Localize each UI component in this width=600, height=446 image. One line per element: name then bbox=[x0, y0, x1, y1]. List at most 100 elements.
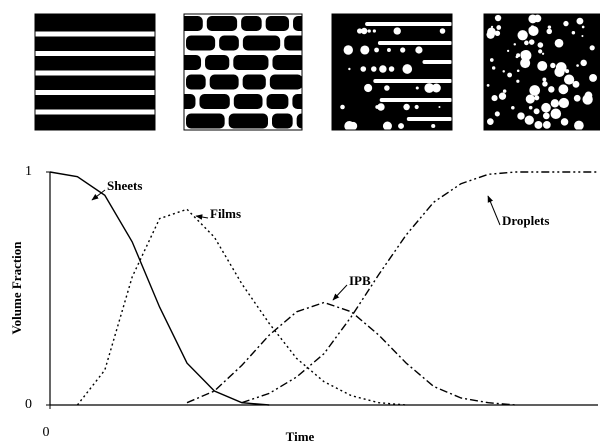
drop bbox=[565, 69, 569, 73]
stripe bbox=[35, 51, 155, 56]
drop bbox=[551, 109, 562, 120]
drop bbox=[572, 31, 575, 34]
panel bbox=[35, 14, 155, 130]
drop bbox=[496, 25, 501, 30]
brick bbox=[199, 94, 229, 109]
drop bbox=[379, 65, 386, 72]
drop bbox=[524, 41, 529, 46]
drop bbox=[360, 66, 366, 72]
drop bbox=[556, 62, 567, 73]
drop bbox=[503, 89, 507, 93]
drop bbox=[534, 95, 539, 100]
drop bbox=[576, 64, 579, 67]
x-axis-label: Time bbox=[286, 429, 315, 444]
drop bbox=[574, 121, 584, 131]
brick bbox=[297, 114, 325, 129]
panel bbox=[484, 14, 600, 130]
drop bbox=[495, 15, 501, 21]
drop bbox=[349, 122, 357, 130]
rod bbox=[365, 22, 452, 26]
drop bbox=[387, 48, 391, 52]
drop bbox=[344, 45, 353, 54]
drop bbox=[542, 78, 546, 82]
drop bbox=[517, 112, 524, 119]
drop bbox=[542, 81, 547, 86]
drop bbox=[548, 25, 551, 28]
panel-content bbox=[35, 14, 155, 130]
drop bbox=[531, 25, 535, 29]
brick bbox=[272, 114, 293, 129]
panel-bg bbox=[484, 14, 600, 130]
drop bbox=[374, 48, 379, 53]
drop bbox=[507, 50, 509, 52]
brick bbox=[293, 16, 321, 31]
brick bbox=[174, 55, 201, 70]
drop bbox=[487, 118, 494, 125]
drop bbox=[502, 70, 504, 72]
drop bbox=[416, 86, 419, 89]
chart: Time Volume Fraction 010SheetsFilmsIPBDr… bbox=[0, 0, 600, 446]
brick bbox=[266, 16, 289, 31]
series-label: Films bbox=[210, 206, 241, 221]
drop bbox=[582, 26, 585, 29]
panel bbox=[174, 14, 324, 130]
drop bbox=[383, 122, 392, 131]
drop bbox=[546, 29, 552, 35]
rod bbox=[422, 60, 452, 64]
y-axis-label: Volume Fraction bbox=[9, 241, 24, 335]
stripe bbox=[35, 32, 155, 37]
stripe bbox=[35, 90, 155, 95]
series-label: Droplets bbox=[502, 213, 549, 228]
drop bbox=[364, 84, 372, 92]
drop bbox=[538, 42, 544, 48]
drop bbox=[542, 53, 544, 55]
drop bbox=[563, 21, 568, 26]
drop bbox=[574, 95, 581, 102]
brick bbox=[233, 55, 268, 70]
panel-bg bbox=[332, 14, 452, 130]
drop bbox=[514, 43, 516, 45]
drop bbox=[400, 47, 405, 52]
drop bbox=[384, 85, 390, 91]
brick bbox=[234, 94, 263, 109]
drop bbox=[377, 103, 384, 110]
drop bbox=[581, 35, 583, 37]
drop bbox=[561, 118, 568, 125]
annotation-arrow bbox=[196, 216, 208, 218]
drop bbox=[348, 68, 350, 70]
drop bbox=[415, 105, 419, 109]
drop bbox=[490, 58, 494, 62]
drop bbox=[516, 53, 520, 57]
drop bbox=[582, 94, 592, 104]
drop bbox=[491, 95, 497, 101]
drop bbox=[555, 39, 564, 48]
rod bbox=[373, 79, 452, 83]
drop bbox=[517, 69, 520, 72]
drop bbox=[511, 106, 515, 110]
drop bbox=[487, 84, 490, 87]
drop bbox=[487, 27, 496, 36]
drop bbox=[534, 108, 540, 114]
drop bbox=[507, 73, 512, 78]
brick bbox=[241, 16, 262, 31]
drop bbox=[495, 111, 500, 116]
drop bbox=[529, 85, 540, 96]
y-tick-label: 0 bbox=[25, 397, 32, 412]
drop bbox=[516, 80, 519, 83]
drop bbox=[492, 66, 495, 69]
brick bbox=[243, 75, 266, 90]
drop bbox=[538, 49, 542, 53]
drop bbox=[403, 104, 409, 110]
drop bbox=[438, 106, 440, 108]
drop bbox=[526, 95, 535, 104]
series-line bbox=[187, 303, 516, 406]
drop bbox=[577, 18, 584, 25]
drop bbox=[518, 30, 528, 40]
drop bbox=[590, 45, 595, 50]
drop bbox=[589, 74, 597, 82]
brick bbox=[174, 16, 203, 31]
drop bbox=[550, 63, 555, 68]
drop bbox=[431, 124, 435, 128]
drop bbox=[415, 46, 422, 53]
drop bbox=[580, 60, 586, 66]
